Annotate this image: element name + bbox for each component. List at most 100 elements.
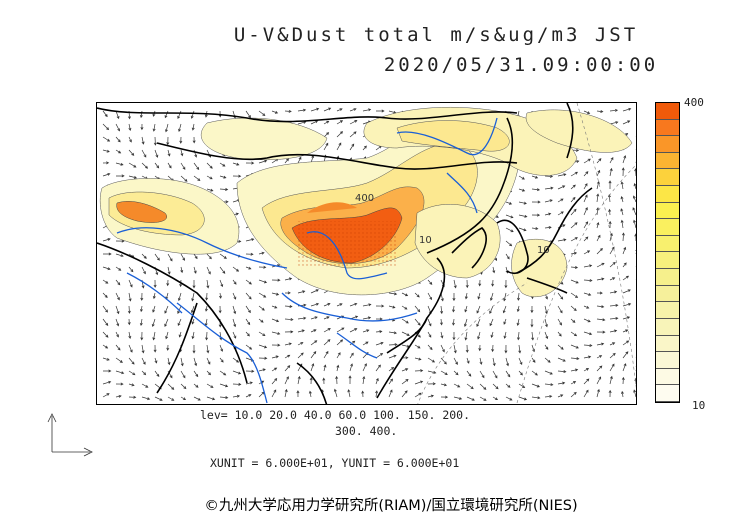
wind-arrow (362, 303, 372, 307)
wind-arrow (635, 110, 636, 111)
wind-arrow (165, 123, 169, 133)
wind-arrow (336, 120, 344, 125)
wind-arrow (204, 318, 208, 327)
wind-arrow (608, 208, 612, 216)
wind-arrow (635, 357, 636, 358)
wind-arrow (193, 162, 200, 171)
wind-arrow (245, 252, 254, 256)
wind-arrow (154, 253, 160, 261)
wind-arrow (323, 142, 329, 151)
wind-arrow (609, 363, 615, 372)
wind-arrow (177, 110, 182, 120)
wind-arrow (152, 123, 156, 132)
wind-arrow (333, 388, 338, 398)
colorbar-swatch (656, 152, 679, 170)
map-label-1: 10 (419, 235, 432, 246)
wind-arrow (531, 227, 539, 231)
wind-arrow (128, 136, 132, 143)
wind-arrow (622, 275, 630, 281)
wind-arrow (297, 156, 302, 164)
wind-arrow (115, 370, 125, 375)
wind-arrow (427, 382, 436, 386)
wind-arrow (323, 107, 332, 112)
wind-arrow (258, 391, 265, 398)
wind-arrow (518, 357, 523, 366)
wind-arrow (180, 396, 187, 400)
wind-arrow (102, 318, 109, 326)
wind-arrow (349, 302, 358, 307)
wind-arrow (583, 171, 589, 177)
wind-arrow (476, 318, 481, 328)
wind-arrow (167, 266, 171, 275)
wind-arrow (609, 246, 615, 255)
wind-arrow (219, 396, 229, 400)
wind-arrow (258, 344, 268, 349)
credit: ©九州大学応用力学研究所(RIAM)/国立環境研究所(NIES) (204, 498, 578, 514)
wind-arrow (464, 331, 468, 341)
wind-arrow (583, 378, 590, 385)
wind-arrow (167, 357, 171, 366)
wind-arrow (190, 305, 195, 314)
wind-arrow (297, 290, 306, 294)
wind-arrow (570, 381, 577, 385)
wind-arrow (544, 186, 554, 190)
wind-arrow (206, 344, 210, 354)
wind-arrow (440, 344, 445, 353)
wind-arrow (102, 279, 109, 284)
wind-arrow (531, 200, 541, 204)
wind-arrow (284, 318, 294, 322)
wind-arrow (206, 149, 212, 158)
wind-arrow (452, 292, 456, 302)
wind-arrow (167, 149, 171, 157)
wind-arrow (453, 279, 457, 289)
colorbar-min-label: 10 (692, 399, 706, 412)
wind-arrow (609, 329, 618, 333)
wind-arrow (102, 292, 108, 298)
wind-arrow (193, 175, 201, 181)
wind-arrow (583, 158, 591, 164)
wind-arrow (258, 368, 266, 372)
wind-arrow (362, 316, 372, 320)
wind-arrow (258, 110, 266, 116)
wind-arrow (310, 289, 319, 294)
wind-arrow (557, 173, 567, 177)
wind-arrow (375, 390, 379, 398)
wind-arrow (297, 108, 307, 112)
wind-arrow (635, 344, 636, 345)
wind-arrow (622, 262, 627, 268)
wind-arrow (609, 342, 616, 346)
wind-arrow (102, 266, 111, 271)
wind-arrow (284, 158, 289, 164)
wind-arrow (557, 370, 567, 374)
colorbar-swatch (656, 285, 679, 303)
axis-indicator (47, 413, 93, 457)
wind-arrow (271, 110, 279, 114)
wind-arrow (427, 318, 432, 327)
wind-arrow (504, 279, 508, 289)
rivers (116, 117, 498, 404)
wind-arrow (505, 253, 510, 260)
wind-arrow (427, 331, 432, 338)
wind-arrow (362, 145, 367, 151)
wind-arrow (596, 158, 602, 164)
wind-arrow (634, 168, 636, 177)
wind-arrow (245, 161, 255, 165)
wind-arrow (219, 266, 226, 274)
wind-arrow (232, 279, 237, 285)
wind-arrow (635, 331, 636, 332)
wind-arrow (557, 238, 567, 242)
wind-arrow (401, 305, 408, 310)
wind-arrow (115, 266, 122, 271)
wind-arrow (167, 383, 175, 390)
wind-arrow (609, 232, 613, 242)
wind-arrow (180, 266, 184, 274)
wind-arrow (349, 131, 357, 138)
wind-arrow (492, 266, 496, 274)
wind-arrow (191, 292, 195, 302)
wind-arrow (349, 352, 354, 359)
wind-arrow (284, 342, 292, 346)
wind-arrow (596, 169, 601, 177)
wind-arrow (141, 357, 146, 365)
coastlines (97, 103, 593, 404)
wind-arrow (323, 339, 331, 346)
